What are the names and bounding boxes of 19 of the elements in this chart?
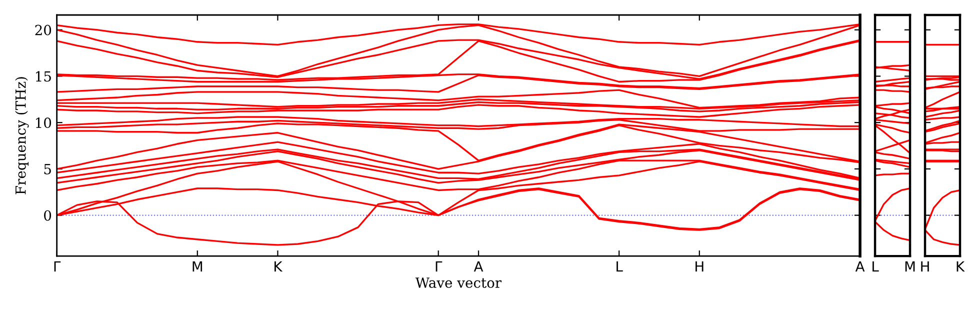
x-tick-label: M [905, 261, 915, 272]
x-tick-label: L [872, 261, 879, 272]
x-tick-label: L [616, 261, 623, 272]
x-tick-label: A [855, 261, 865, 272]
x-tick-label: K [274, 261, 283, 272]
x-tick-label: H [921, 261, 929, 272]
x-tick-label: H [696, 261, 704, 272]
y-tick-label: 20 [35, 24, 52, 36]
y-tick-label: 10 [36, 118, 52, 128]
x-tick-label: A [474, 261, 484, 272]
y-axis-title: Frequency (THz) [15, 77, 29, 194]
y-tick-label: 5 [44, 164, 51, 174]
x-tick-label: K [956, 261, 965, 272]
y-tick-label: 0 [44, 210, 52, 221]
x-tick-label: M [192, 261, 202, 272]
x-tick-label: Γ [54, 261, 61, 272]
y-tick-label: 15 [36, 71, 51, 82]
x-tick-label: Γ [436, 261, 442, 272]
x-axis-title: Wave vector [415, 278, 502, 288]
